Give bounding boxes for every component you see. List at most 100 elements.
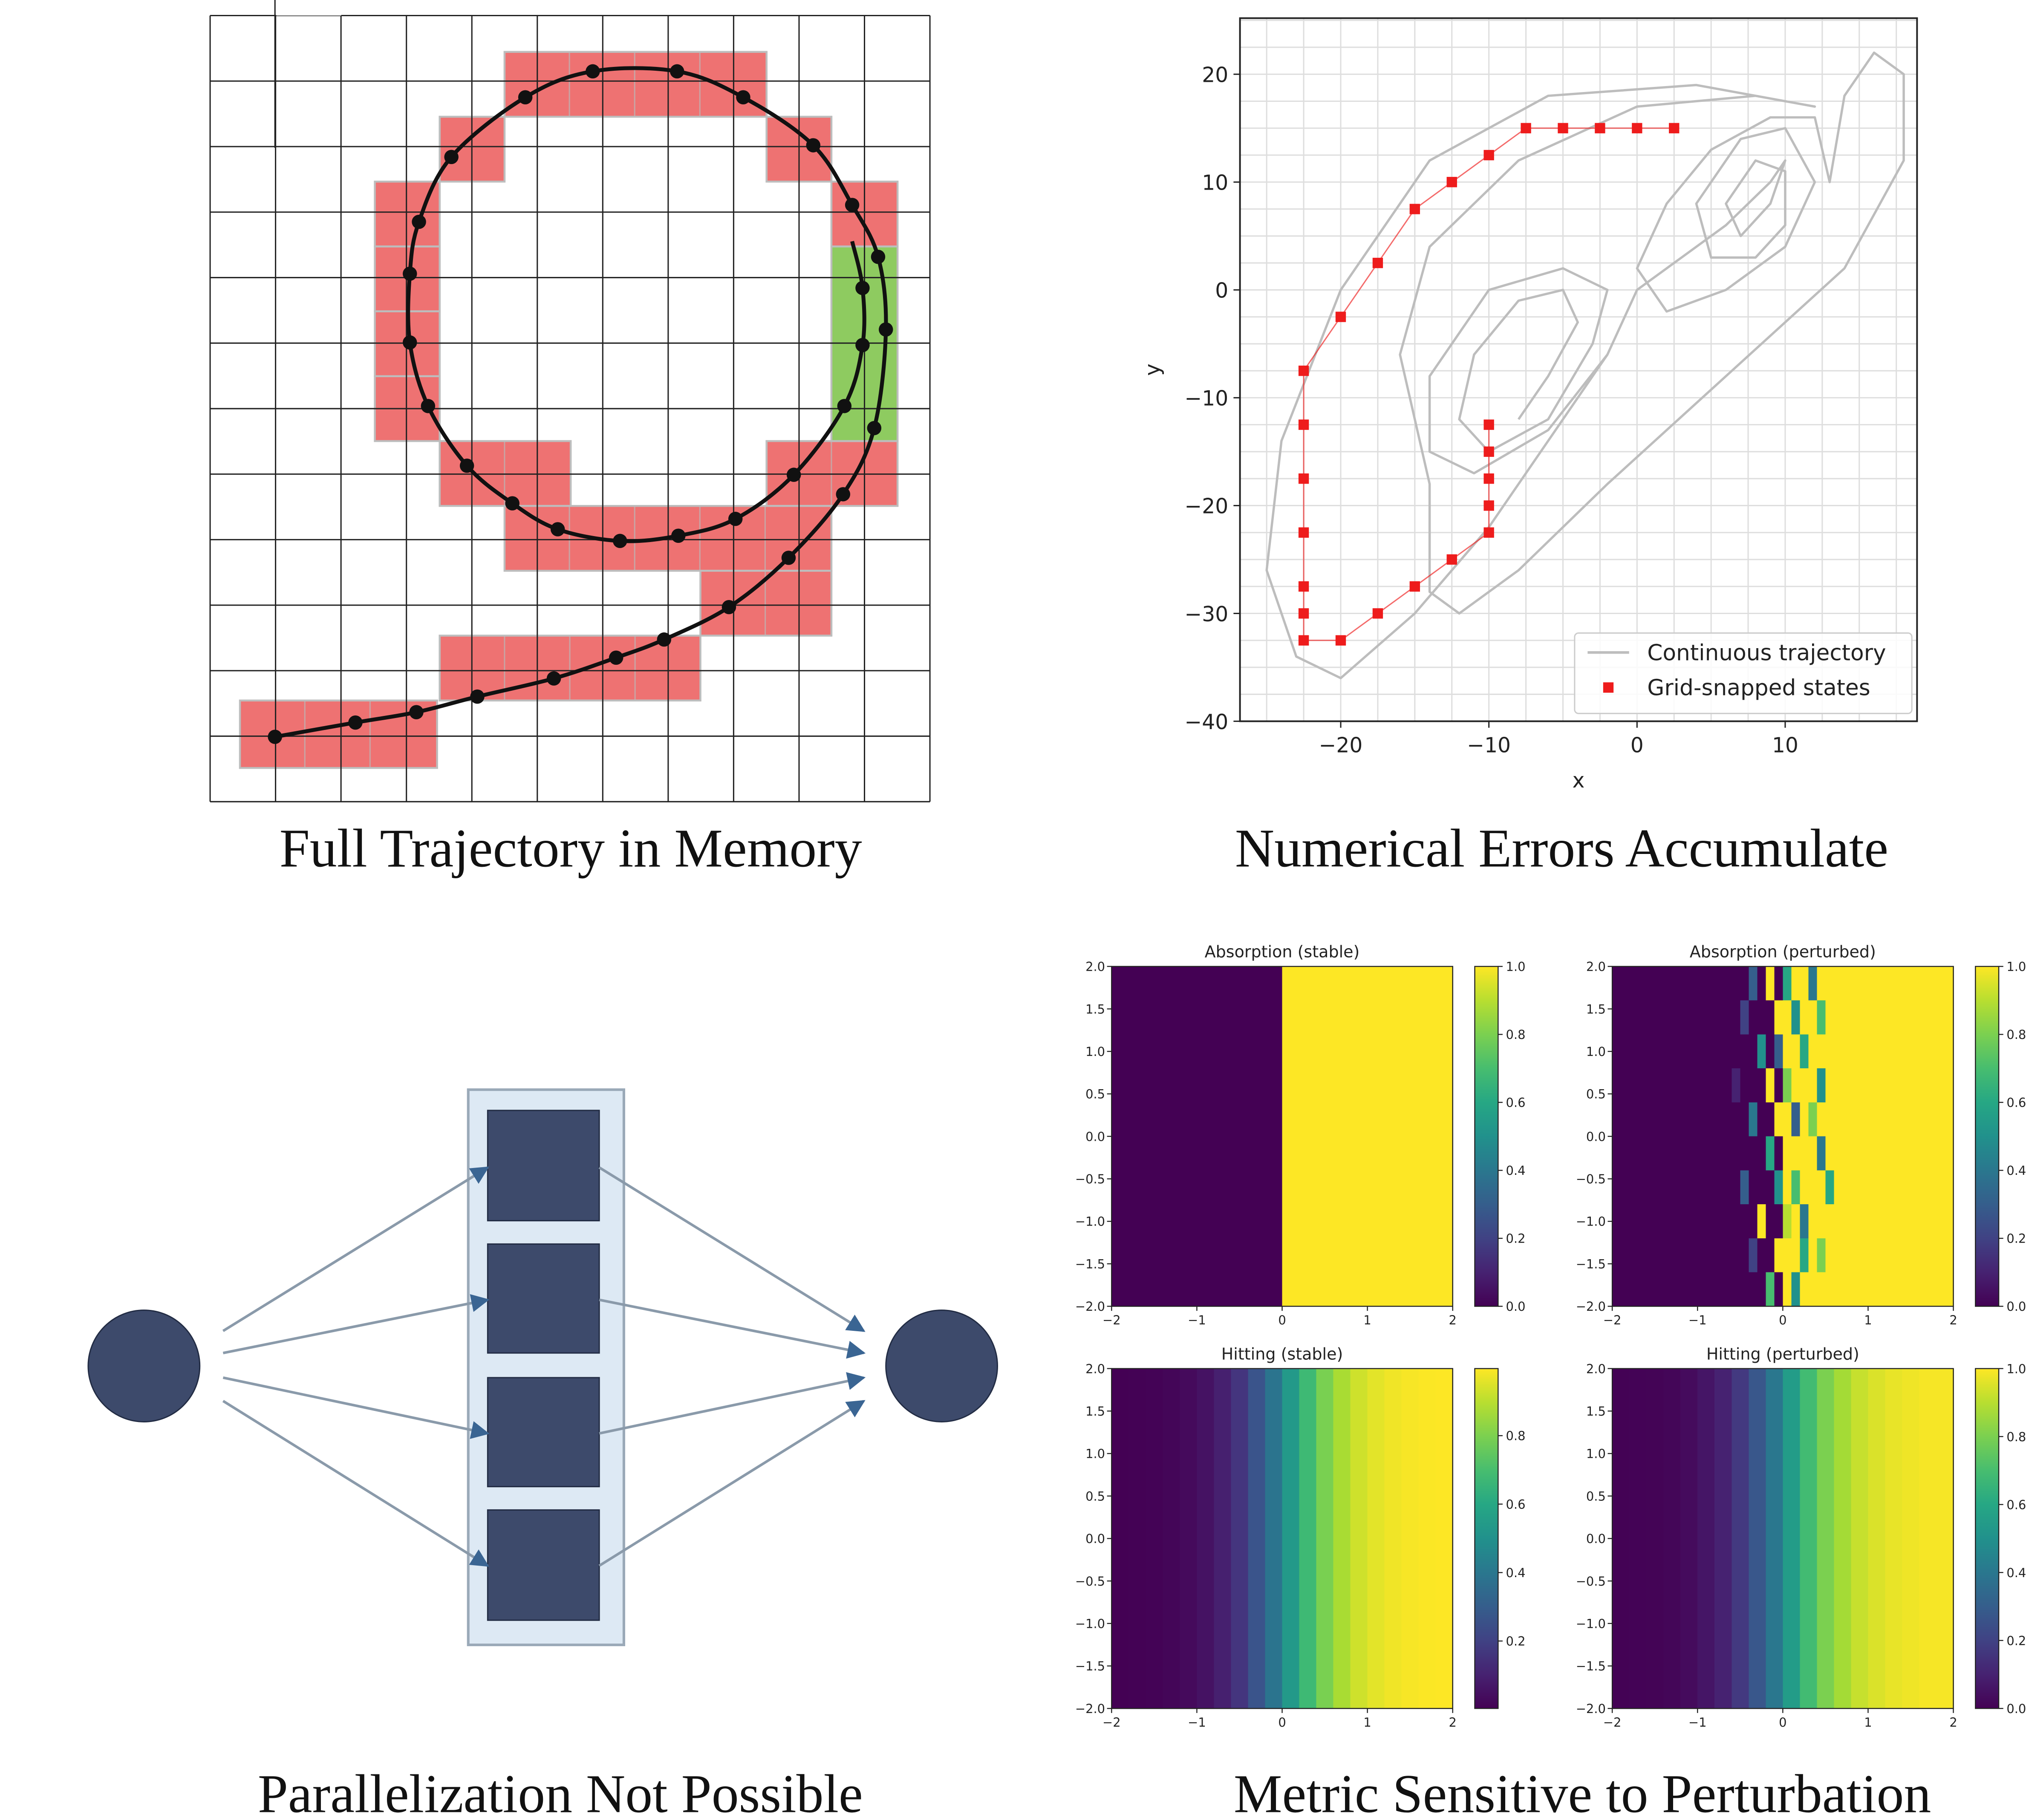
heat-cell xyxy=(1732,1068,1741,1103)
heat-cell xyxy=(1197,1368,1215,1709)
heat-cell xyxy=(1638,1000,1647,1035)
heat-cell xyxy=(1808,966,1818,1001)
chart-title: Hitting (perturbed) xyxy=(1706,1344,1859,1363)
heat-cell xyxy=(1945,1034,1954,1069)
colorbar-tick-label: 0.4 xyxy=(2006,1163,2026,1178)
heat-cell xyxy=(1706,966,1715,1001)
heat-cell xyxy=(1749,1034,1758,1069)
heat-cell xyxy=(1893,1204,1903,1239)
heat-cell xyxy=(1825,1170,1835,1205)
heat-cell xyxy=(1706,1068,1715,1103)
colorbar-tick-label: 0.6 xyxy=(1506,1497,1526,1511)
heat-cell xyxy=(1672,1136,1681,1171)
data-point xyxy=(1632,123,1642,133)
heat-cell xyxy=(1146,1368,1163,1709)
heat-cell xyxy=(1689,1204,1698,1239)
trajectory-point xyxy=(867,421,882,436)
y-tick-label: −2.0 xyxy=(1075,1702,1105,1716)
heat-cell xyxy=(1646,1068,1656,1103)
heat-cell xyxy=(1791,1170,1801,1205)
heat-cell xyxy=(1629,1136,1639,1171)
heat-cell xyxy=(1350,1368,1368,1709)
heat-cell xyxy=(1655,1204,1664,1239)
heat-cell xyxy=(1749,1102,1758,1137)
data-point xyxy=(1335,312,1346,322)
heat-cell xyxy=(1783,1000,1792,1035)
heat-cell xyxy=(1706,1238,1715,1273)
heat-cell xyxy=(1825,1034,1835,1069)
heat-cell xyxy=(1663,966,1673,1001)
heat-cell xyxy=(1825,1000,1835,1035)
heat-cell xyxy=(1808,1102,1818,1137)
heat-cell xyxy=(1834,1034,1843,1069)
heat-cell xyxy=(1893,1068,1903,1103)
heat-cell xyxy=(1689,1272,1698,1307)
y-axis-label: y xyxy=(1141,363,1165,376)
heat-cell xyxy=(1945,1204,1954,1239)
heat-cell xyxy=(1689,1136,1698,1171)
heat-cell xyxy=(1629,1238,1639,1273)
trajectory-point xyxy=(671,528,686,543)
heat-cell xyxy=(1732,1238,1741,1273)
y-tick-label: −10 xyxy=(1184,387,1228,411)
heat-cell xyxy=(1689,1068,1698,1103)
heat-cell xyxy=(1868,1068,1877,1103)
heat-cell xyxy=(1893,1136,1903,1171)
heat-cell xyxy=(1859,1204,1869,1239)
colorbar-tick-label: 0.0 xyxy=(2006,1702,2026,1716)
heat-cell xyxy=(1783,1102,1792,1137)
heat-cell xyxy=(1928,1000,1937,1035)
heat-cell xyxy=(1902,1000,1911,1035)
heat-cell xyxy=(1893,1238,1903,1273)
heat-cell xyxy=(1825,1136,1835,1171)
heat-cell xyxy=(1842,1170,1852,1205)
trajectory-point xyxy=(348,715,363,730)
heat-cell xyxy=(1885,1068,1894,1103)
heat-cell xyxy=(1697,1136,1707,1171)
heat-cell xyxy=(1885,1170,1894,1205)
heat-cell xyxy=(1851,1034,1860,1069)
heat-cell xyxy=(1876,1068,1886,1103)
heat-cell xyxy=(1911,1102,1920,1137)
heat-cell xyxy=(1919,1102,1928,1137)
heat-cell xyxy=(1629,1368,1647,1709)
heat-cell xyxy=(1945,1272,1954,1307)
heat-cell xyxy=(1834,1000,1843,1035)
colorbar-tick-label: 0.2 xyxy=(1506,1232,1526,1246)
data-point xyxy=(1483,527,1494,538)
heat-cell xyxy=(1740,1034,1749,1069)
heat-cell xyxy=(1800,1368,1818,1709)
heat-cell xyxy=(1749,1000,1758,1035)
heat-cell xyxy=(1766,1034,1775,1069)
y-tick-label: −1.5 xyxy=(1576,1659,1606,1673)
heat-cell xyxy=(1859,1136,1869,1171)
heat-cell xyxy=(1697,1238,1707,1273)
heat-cell xyxy=(1749,966,1758,1001)
heat-cell xyxy=(1774,1034,1784,1069)
heat-cell xyxy=(1689,1102,1698,1137)
data-point xyxy=(1483,419,1494,430)
input-node xyxy=(87,1309,201,1422)
heat-cell xyxy=(1945,1068,1954,1103)
heat-cell xyxy=(1621,1102,1630,1137)
heat-cell xyxy=(1333,1368,1351,1709)
heat-cell xyxy=(1629,1272,1639,1307)
heat-cell xyxy=(1902,1272,1911,1307)
heat-cell xyxy=(1902,1102,1911,1137)
heat-cell xyxy=(1774,1136,1784,1171)
heat-cell xyxy=(1791,966,1801,1001)
heat-cell xyxy=(1621,1034,1630,1069)
heat-cell xyxy=(1214,1368,1232,1709)
cell-border xyxy=(503,51,768,118)
heat-cell xyxy=(1621,1238,1630,1273)
heat-cell xyxy=(1714,1272,1724,1307)
heat-cell xyxy=(1817,1102,1826,1137)
heat-cell xyxy=(1817,1000,1826,1035)
heat-cell xyxy=(1612,1068,1622,1103)
heat-cell xyxy=(1757,1170,1766,1205)
heat-cell xyxy=(1902,1204,1911,1239)
y-tick-label: −0.5 xyxy=(1576,1574,1606,1589)
heat-cell xyxy=(1928,1068,1937,1103)
heat-cell xyxy=(1911,1238,1920,1273)
colorbar-tick-label: 0.8 xyxy=(1506,1429,1526,1443)
